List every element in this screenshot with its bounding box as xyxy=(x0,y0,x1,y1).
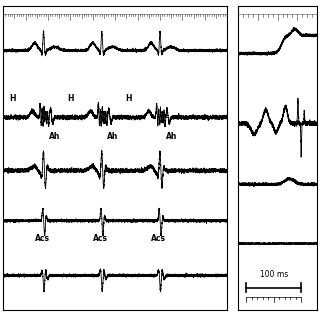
Text: Acs: Acs xyxy=(151,234,166,244)
Text: Ah: Ah xyxy=(166,132,177,141)
Text: H: H xyxy=(67,94,74,103)
Text: Ah: Ah xyxy=(108,132,119,141)
Text: 100 ms: 100 ms xyxy=(260,270,288,279)
Text: H: H xyxy=(9,94,15,103)
Text: Acs: Acs xyxy=(93,234,108,244)
Text: Ah: Ah xyxy=(49,132,60,141)
Text: H: H xyxy=(125,94,132,103)
Text: Acs: Acs xyxy=(35,234,50,244)
